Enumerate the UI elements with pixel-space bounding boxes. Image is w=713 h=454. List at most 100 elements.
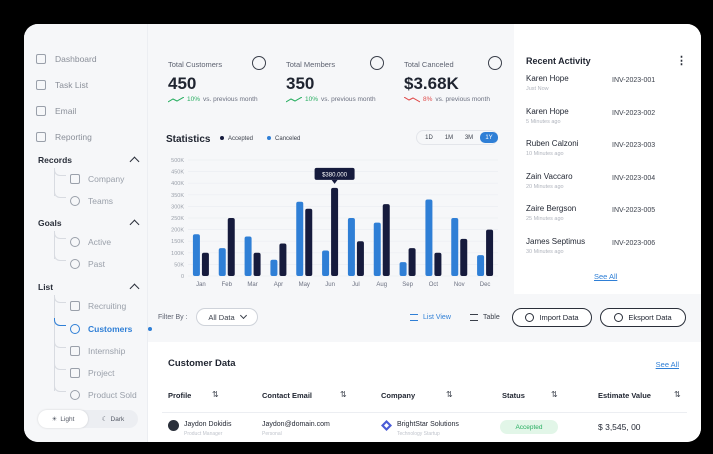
estimate-value: $ 3,545, 00 <box>598 422 641 432</box>
activity-name: Karen Hope <box>526 106 569 116</box>
sidebar-item-internship[interactable]: Internship <box>70 344 125 358</box>
customer-company: BrightStar Solutions <box>397 421 459 428</box>
sidebar-item-past[interactable]: Past <box>70 257 105 271</box>
sidebar-item-task-list[interactable]: Task List <box>36 78 88 92</box>
column-header-contact-email[interactable]: Contact Email <box>262 391 313 400</box>
activity-invoice: INV-2023-005 <box>612 207 656 214</box>
box-icon <box>70 390 80 400</box>
range-tab-1y[interactable]: 1Y <box>480 132 498 143</box>
sidebar-item-recruiting[interactable]: Recruiting <box>70 299 126 313</box>
chart-tooltip-arrow <box>331 179 338 184</box>
import-data-button[interactable]: Import Data <box>512 308 592 327</box>
list-item[interactable]: Zain Vaccaro 20 Minutes ago INV-2023-004 <box>526 172 686 200</box>
sort-icon[interactable]: ⇅ <box>340 390 347 399</box>
range-tab-1m[interactable]: 1M <box>444 134 454 141</box>
stat-trend: 10% vs. previous month <box>168 96 258 103</box>
legend-canceled: Canceled <box>267 136 300 142</box>
more-options-icon[interactable]: ⋮ <box>676 55 687 67</box>
bar-canceled <box>356 241 364 276</box>
range-tab-1d[interactable]: 1D <box>425 134 433 141</box>
y-tick-label: 400K <box>171 181 184 187</box>
device-frame: Dashboard Task List Email Reporting Reco… <box>6 6 707 448</box>
sort-icon[interactable]: ⇅ <box>674 390 681 399</box>
column-header-company[interactable]: Company <box>381 391 416 400</box>
activity-time: 5 Minutes ago <box>526 118 561 125</box>
list-view-label: List View <box>423 314 451 321</box>
x-tick-label: Jan <box>196 282 206 288</box>
list-icon <box>410 314 418 321</box>
trend-up-icon <box>286 96 302 102</box>
sidebar-item-reporting[interactable]: Reporting <box>36 130 92 144</box>
chart-tooltip-label: $380.000 <box>322 172 348 178</box>
cancel-icon <box>488 56 502 70</box>
section-title: List <box>38 281 54 292</box>
x-tick-label: Sep <box>402 282 413 288</box>
sort-icon[interactable]: ⇅ <box>551 390 558 399</box>
column-header-estimate-value[interactable]: Estimate Value <box>598 391 651 400</box>
activity-invoice: INV-2023-003 <box>612 142 656 149</box>
activity-time: 20 Minutes ago <box>526 183 564 190</box>
section-goals[interactable]: Goals <box>38 217 140 230</box>
theme-dark-option[interactable]: ☾ Dark <box>88 410 138 428</box>
list-item[interactable]: Zaire Bergson 25 Minutes ago INV-2023-005 <box>526 204 686 232</box>
list-item[interactable]: Ruben Calzoni 10 Minutes ago INV-2023-003 <box>526 139 686 167</box>
stat-title: Total Customers <box>168 60 223 69</box>
customer-data-table: Customer Data See All Profile ⇅ Contact … <box>148 342 701 442</box>
customers-see-all-link[interactable]: See All <box>655 360 679 369</box>
activity-name: Karen Hope <box>526 74 569 83</box>
list-item[interactable]: Karen Hope Just Now INV-2023-001 <box>526 74 686 102</box>
target-icon <box>70 237 80 247</box>
section-list[interactable]: List <box>38 281 140 294</box>
list-icon <box>36 80 46 90</box>
bar-accepted <box>322 250 330 276</box>
sidebar-item-label: Teams <box>88 196 114 206</box>
bar-canceled <box>434 252 442 276</box>
stat-card-total-members: Total Members 350 10% vs. previous month <box>286 52 398 114</box>
tree-branch <box>54 384 66 392</box>
stat-percent: 10% <box>187 96 201 103</box>
sidebar-item-project[interactable]: Project <box>70 366 114 380</box>
bar-canceled <box>486 229 494 276</box>
sort-icon[interactable]: ⇅ <box>212 390 219 399</box>
x-tick-label: Feb <box>222 282 233 288</box>
list-item[interactable]: Karen Hope 5 Minutes ago INV-2023-002 <box>526 107 686 135</box>
export-data-button[interactable]: Eksport Data <box>600 308 686 327</box>
chevron-up-icon <box>129 219 140 230</box>
sidebar-item-customers[interactable]: Customers <box>70 322 153 336</box>
column-header-status[interactable]: Status <box>502 391 525 400</box>
section-records[interactable]: Records <box>38 154 140 167</box>
y-tick-label: 250K <box>171 216 184 222</box>
stat-title: Total Members <box>286 60 336 69</box>
x-tick-label: Dec <box>480 282 491 288</box>
theme-toggle[interactable]: ☀ Light ☾ Dark <box>38 410 138 428</box>
column-header-profile[interactable]: Profile <box>168 391 192 400</box>
theme-light-option[interactable]: ☀ Light <box>38 410 88 428</box>
y-tick-label: 0 <box>181 274 184 280</box>
report-icon <box>36 132 46 142</box>
tree-branch <box>54 295 66 303</box>
sidebar-item-company[interactable]: Company <box>70 172 124 186</box>
user-icon <box>370 56 384 70</box>
sidebar-item-dashboard[interactable]: Dashboard <box>36 52 97 66</box>
avatar <box>168 420 179 431</box>
moon-icon: ☾ <box>101 416 108 423</box>
list-view-toggle[interactable]: List View <box>410 314 451 321</box>
filter-dropdown[interactable]: All Data <box>196 308 258 326</box>
activity-time: 30 Minutes ago <box>526 248 564 255</box>
bar-canceled <box>408 248 416 276</box>
sidebar-item-label: Company <box>88 174 125 184</box>
activity-see-all-link[interactable]: See All <box>594 272 618 281</box>
legend-accepted: Accepted <box>220 136 253 142</box>
tree-branch-active <box>54 318 66 326</box>
tree-branch <box>54 231 66 239</box>
sidebar: Dashboard Task List Email Reporting Reco… <box>24 24 153 442</box>
sidebar-item-product-sold[interactable]: Product Sold <box>70 388 137 402</box>
sidebar-item-teams[interactable]: Teams <box>70 194 113 208</box>
sidebar-item-active[interactable]: Active <box>70 235 111 249</box>
section-title: Goals <box>38 217 62 228</box>
sort-icon[interactable]: ⇅ <box>446 390 453 399</box>
sidebar-item-email[interactable]: Email <box>36 104 76 118</box>
range-tab-3m[interactable]: 3M <box>464 134 474 141</box>
table-view-toggle[interactable]: Table <box>470 314 500 321</box>
list-item[interactable]: James Septimus 30 Minutes ago INV-2023-006 <box>526 237 686 265</box>
